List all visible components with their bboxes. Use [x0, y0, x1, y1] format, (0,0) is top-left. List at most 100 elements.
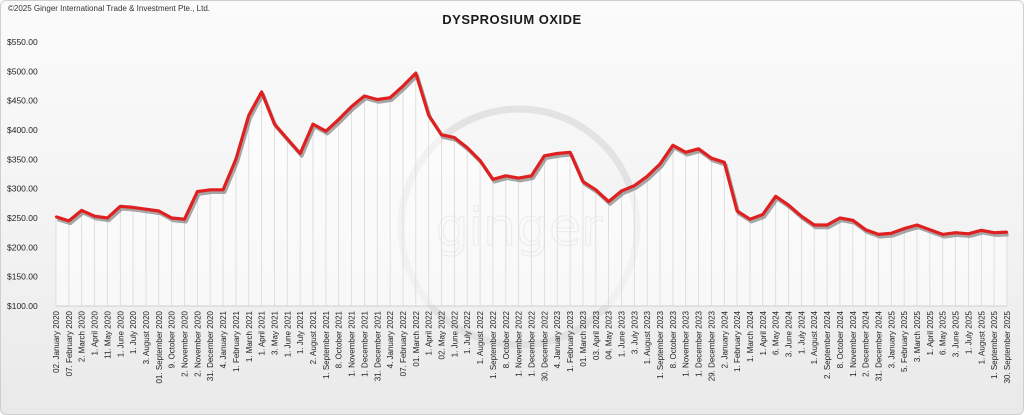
data-point [851, 219, 854, 222]
data-point [170, 216, 173, 220]
x-tick-label: 1. December 2022 [528, 310, 537, 376]
x-tick-label: 3. May 2021 [270, 310, 279, 355]
data-point [556, 152, 559, 155]
data-point [697, 147, 700, 150]
x-tick-label: 4. January 2022 [386, 310, 395, 368]
x-tick-label: 6. May 2025 [939, 310, 948, 355]
data-point [928, 228, 932, 231]
x-tick-label: 1. September 2023 [656, 310, 665, 379]
x-tick-label: 1. February 2023 [566, 310, 575, 371]
x-tick-label: 2. September 2024 [823, 310, 832, 379]
data-point [157, 209, 160, 213]
x-tick-label: 1. June 2022 [450, 310, 459, 357]
data-point [119, 205, 122, 208]
x-tick-label: 1. March 2024 [746, 310, 755, 362]
x-tick-label: 1. December 2023 [695, 310, 704, 376]
data-point [54, 215, 58, 218]
x-tick-label: 1. July 2025 [964, 310, 973, 354]
x-tick-label: 1. April 2020 [91, 310, 100, 355]
x-tick-label: 1. November 2021 [348, 310, 357, 376]
x-tick-label: 3. July 2023 [630, 310, 639, 354]
data-point [234, 158, 238, 161]
x-tick-label: 5. February 2025 [900, 310, 909, 371]
x-tick-label: 2. November 2020 [181, 310, 190, 376]
data-point [67, 219, 71, 223]
x-tick-label: 04. May 2023 [605, 310, 614, 359]
data-point [131, 206, 135, 209]
data-point [877, 233, 880, 236]
x-tick-label: 31. December 2020 [206, 310, 215, 381]
data-point [838, 216, 842, 220]
data-point [337, 118, 340, 121]
x-tick-label: 1. June 2020 [116, 310, 125, 357]
copyright-notice: ©2025 Ginger International Trade & Inves… [8, 4, 211, 13]
data-point [260, 90, 263, 94]
x-tick-label: 1. April 2021 [258, 310, 267, 355]
data-point [954, 231, 957, 234]
data-point [633, 184, 636, 187]
x-tick-label: 4. January 2021 [219, 310, 228, 368]
data-point [915, 223, 919, 227]
x-tick-label: 01. March 2022 [412, 310, 421, 366]
data-point [414, 71, 417, 75]
data-point [684, 151, 687, 154]
x-tick-label: 01. March 2023 [579, 310, 588, 366]
data-point [761, 213, 764, 216]
data-point [967, 232, 970, 235]
x-tick-label: 8. October 2024 [836, 310, 845, 368]
x-tick-label: 8. October 2022 [502, 310, 511, 368]
data-point [671, 144, 675, 147]
data-point [427, 114, 430, 117]
data-point [324, 130, 328, 133]
x-tick-label: 3. June 2024 [785, 310, 794, 357]
x-tick-label: 2. December 2024 [862, 310, 871, 376]
y-tick-label: $350.00 [7, 154, 38, 164]
x-tick-label: 2. November 2020 [193, 310, 202, 376]
x-tick-label: 07. February 2022 [399, 310, 408, 376]
data-point [144, 208, 148, 211]
data-point [401, 84, 405, 88]
y-tick-label: $100.00 [7, 301, 38, 311]
data-point [453, 136, 456, 139]
x-tick-label: 1. July 2021 [296, 310, 305, 354]
data-point [80, 209, 83, 212]
x-tick-label: 2. August 2021 [309, 310, 318, 364]
x-tick-label: 1. August 2022 [476, 310, 485, 364]
x-tick-label: 2. January 2024 [720, 310, 729, 368]
data-point [209, 188, 212, 191]
x-tick-label: 1. September 2022 [489, 310, 498, 379]
x-tick-label: 30. September 2025 [1003, 310, 1012, 383]
data-point [581, 180, 585, 183]
x-tick-label: 1. September 2025 [990, 310, 999, 379]
x-tick-label: 2. March 2020 [78, 310, 87, 362]
x-tick-label: 8. October 2023 [669, 310, 678, 368]
x-tick-label: 4. January 2023 [553, 310, 562, 368]
x-tick-label: 1. March 2021 [245, 310, 254, 362]
x-tick-label: 1. August 2023 [643, 310, 652, 364]
data-point [350, 105, 353, 108]
data-point [748, 218, 752, 221]
data-point [864, 228, 867, 231]
x-tick-label: 6. May 2024 [772, 310, 781, 355]
x-tick-label: 11. May 2020 [103, 310, 112, 358]
y-tick-label: $150.00 [7, 272, 38, 282]
data-point [992, 231, 996, 234]
x-tick-label: 1. November 2022 [515, 310, 524, 376]
data-point [813, 223, 816, 227]
data-point [646, 175, 649, 178]
x-tick-label: 30. December 2022 [540, 310, 549, 381]
data-point [106, 216, 109, 220]
data-point [568, 151, 572, 154]
x-tick-label: 1. April 2022 [425, 310, 434, 355]
data-point [800, 215, 803, 218]
data-point [196, 190, 199, 193]
data-point [735, 209, 739, 213]
data-point [286, 137, 289, 140]
x-tick-label: 1. November 2023 [682, 310, 691, 376]
data-point [607, 200, 610, 203]
y-tick-label: $500.00 [7, 66, 38, 76]
data-point [93, 215, 96, 218]
data-point [376, 98, 379, 101]
data-point [388, 96, 392, 99]
